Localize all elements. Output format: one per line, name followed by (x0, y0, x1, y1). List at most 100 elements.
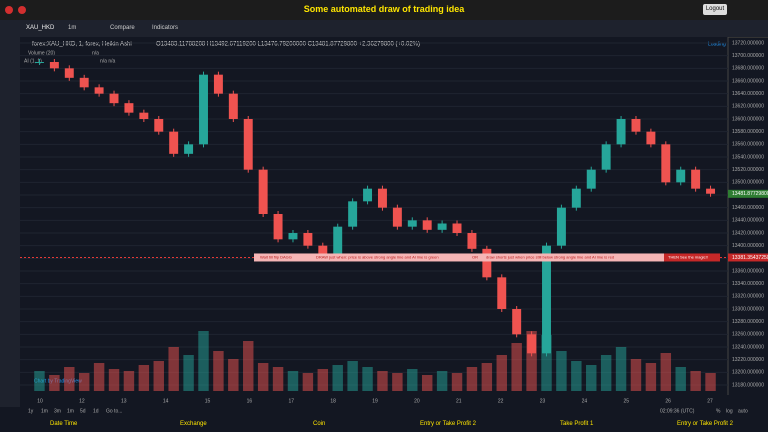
interval[interactable]: 1m (68, 25, 77, 31)
volume-bar (78, 373, 90, 391)
y-tick-label: 13280.000000 (732, 319, 764, 325)
volume-bar (630, 359, 642, 391)
candle (542, 245, 551, 354)
volume-bar (660, 353, 672, 391)
candle (706, 188, 716, 194)
legend-volume: Volume (20) (28, 50, 55, 56)
range-button[interactable]: Go to... (106, 408, 122, 414)
candle (124, 103, 134, 113)
volume-bar (645, 363, 657, 391)
volume-bar (541, 335, 552, 391)
candle (586, 169, 596, 189)
y-tick-label: 13460.000000 (732, 205, 764, 211)
volume-bar (496, 355, 507, 391)
y-tick-label: 13300.000000 (732, 306, 764, 312)
volume-bar (481, 363, 493, 391)
x-tick-label: 24 (582, 398, 588, 404)
x-tick-label: 27 (707, 398, 713, 404)
volume-bar (93, 363, 105, 391)
range-button[interactable]: 1d (93, 408, 99, 414)
top-bar (0, 0, 768, 20)
logout-button[interactable]: Logout (703, 4, 727, 15)
indicators[interactable]: Indicators (152, 25, 179, 31)
footer-item: Date Time (50, 421, 78, 427)
plot-bg (20, 37, 728, 395)
candle (258, 169, 268, 214)
y-tick-label: 13440.000000 (732, 218, 764, 224)
volume-bar (272, 367, 284, 391)
footer-item: Entry or Take Profit 2 (677, 421, 733, 427)
candle (184, 144, 194, 154)
banner (254, 253, 664, 262)
volume-bar (586, 365, 597, 391)
price-tag-label: 13381.35437250 (732, 255, 768, 261)
candle (467, 233, 477, 249)
candle (571, 188, 581, 208)
x-tick-label: 10 (37, 398, 43, 404)
volume-bar (571, 361, 582, 391)
volume-bar (690, 371, 701, 391)
volume-bar (392, 373, 403, 391)
range-button[interactable]: 1m (41, 408, 48, 414)
range-button[interactable]: 1m (67, 408, 74, 414)
x-tick-label: 13 (121, 398, 127, 404)
candle (228, 93, 238, 119)
banner-text: draw shorts just when price still below … (486, 255, 614, 260)
y-tick-label: 13720.000000 (732, 40, 764, 46)
y-tick-label: 13560.000000 (732, 142, 764, 148)
legend-ohlc: O13483.11788208 H13492.67119200 L13476.7… (156, 42, 420, 48)
y-tick-label: 13700.000000 (732, 53, 764, 59)
candle (64, 68, 74, 78)
volume-bar (675, 367, 686, 391)
footer-item: Entry or Take Profit 2 (420, 421, 476, 427)
volume-bar (243, 341, 254, 391)
volume-bar (198, 331, 209, 391)
y-tick-label: 13500.000000 (732, 180, 764, 186)
x-tick-label: 21 (456, 398, 462, 404)
compare[interactable]: Compare (110, 25, 135, 31)
range-button[interactable]: 3m (54, 408, 61, 414)
candle (452, 223, 462, 233)
volume-bar (287, 371, 299, 391)
left-toolbar (0, 37, 20, 407)
symbol[interactable]: XAU_HKD (26, 25, 55, 31)
candle (527, 334, 537, 354)
candle (288, 233, 298, 240)
banner-text: Wait till flip DAGG (260, 255, 292, 260)
y-tick-label: 13200.000000 (732, 370, 764, 376)
banner-text: DRAW just when: price is above strong an… (316, 255, 439, 260)
banner-text: OR (472, 255, 478, 260)
x-tick-label: 14 (163, 398, 169, 404)
candle (631, 119, 641, 132)
candle (363, 188, 373, 202)
banner-end (664, 253, 720, 262)
x-tick-label: 15 (205, 398, 211, 404)
candle (377, 188, 387, 208)
volume-bar (421, 375, 433, 391)
candle (303, 233, 313, 246)
volume-bar (257, 363, 269, 391)
toolbar: XAU_HKD 1m Compare Indicators (0, 20, 768, 38)
volume-bar (153, 361, 164, 391)
legend-ai: AI (1, 1) (24, 58, 42, 64)
footer-item: Coin (313, 421, 326, 427)
x-tick-label: 12 (79, 398, 85, 404)
title: Some automated draw of trading idea (303, 4, 465, 14)
candle (213, 74, 223, 94)
y-tick-label: 13680.000000 (732, 66, 764, 72)
x-tick-label: 20 (414, 398, 420, 404)
candle (497, 277, 507, 309)
range-button[interactable]: 5d (80, 408, 86, 414)
volume-bar (556, 351, 567, 391)
volume-bar (511, 343, 522, 391)
volume-bar (123, 371, 135, 391)
candle (333, 226, 343, 256)
candle (407, 220, 417, 227)
candle (437, 223, 447, 230)
legend-volume-value: n/a (92, 50, 99, 56)
y-tick-label: 13640.000000 (732, 91, 764, 97)
y-tick-label: 13540.000000 (732, 154, 764, 160)
range-button[interactable]: 1y (28, 408, 34, 414)
x-tick-label: 22 (498, 398, 504, 404)
y-tick-label: 13240.000000 (732, 344, 764, 350)
